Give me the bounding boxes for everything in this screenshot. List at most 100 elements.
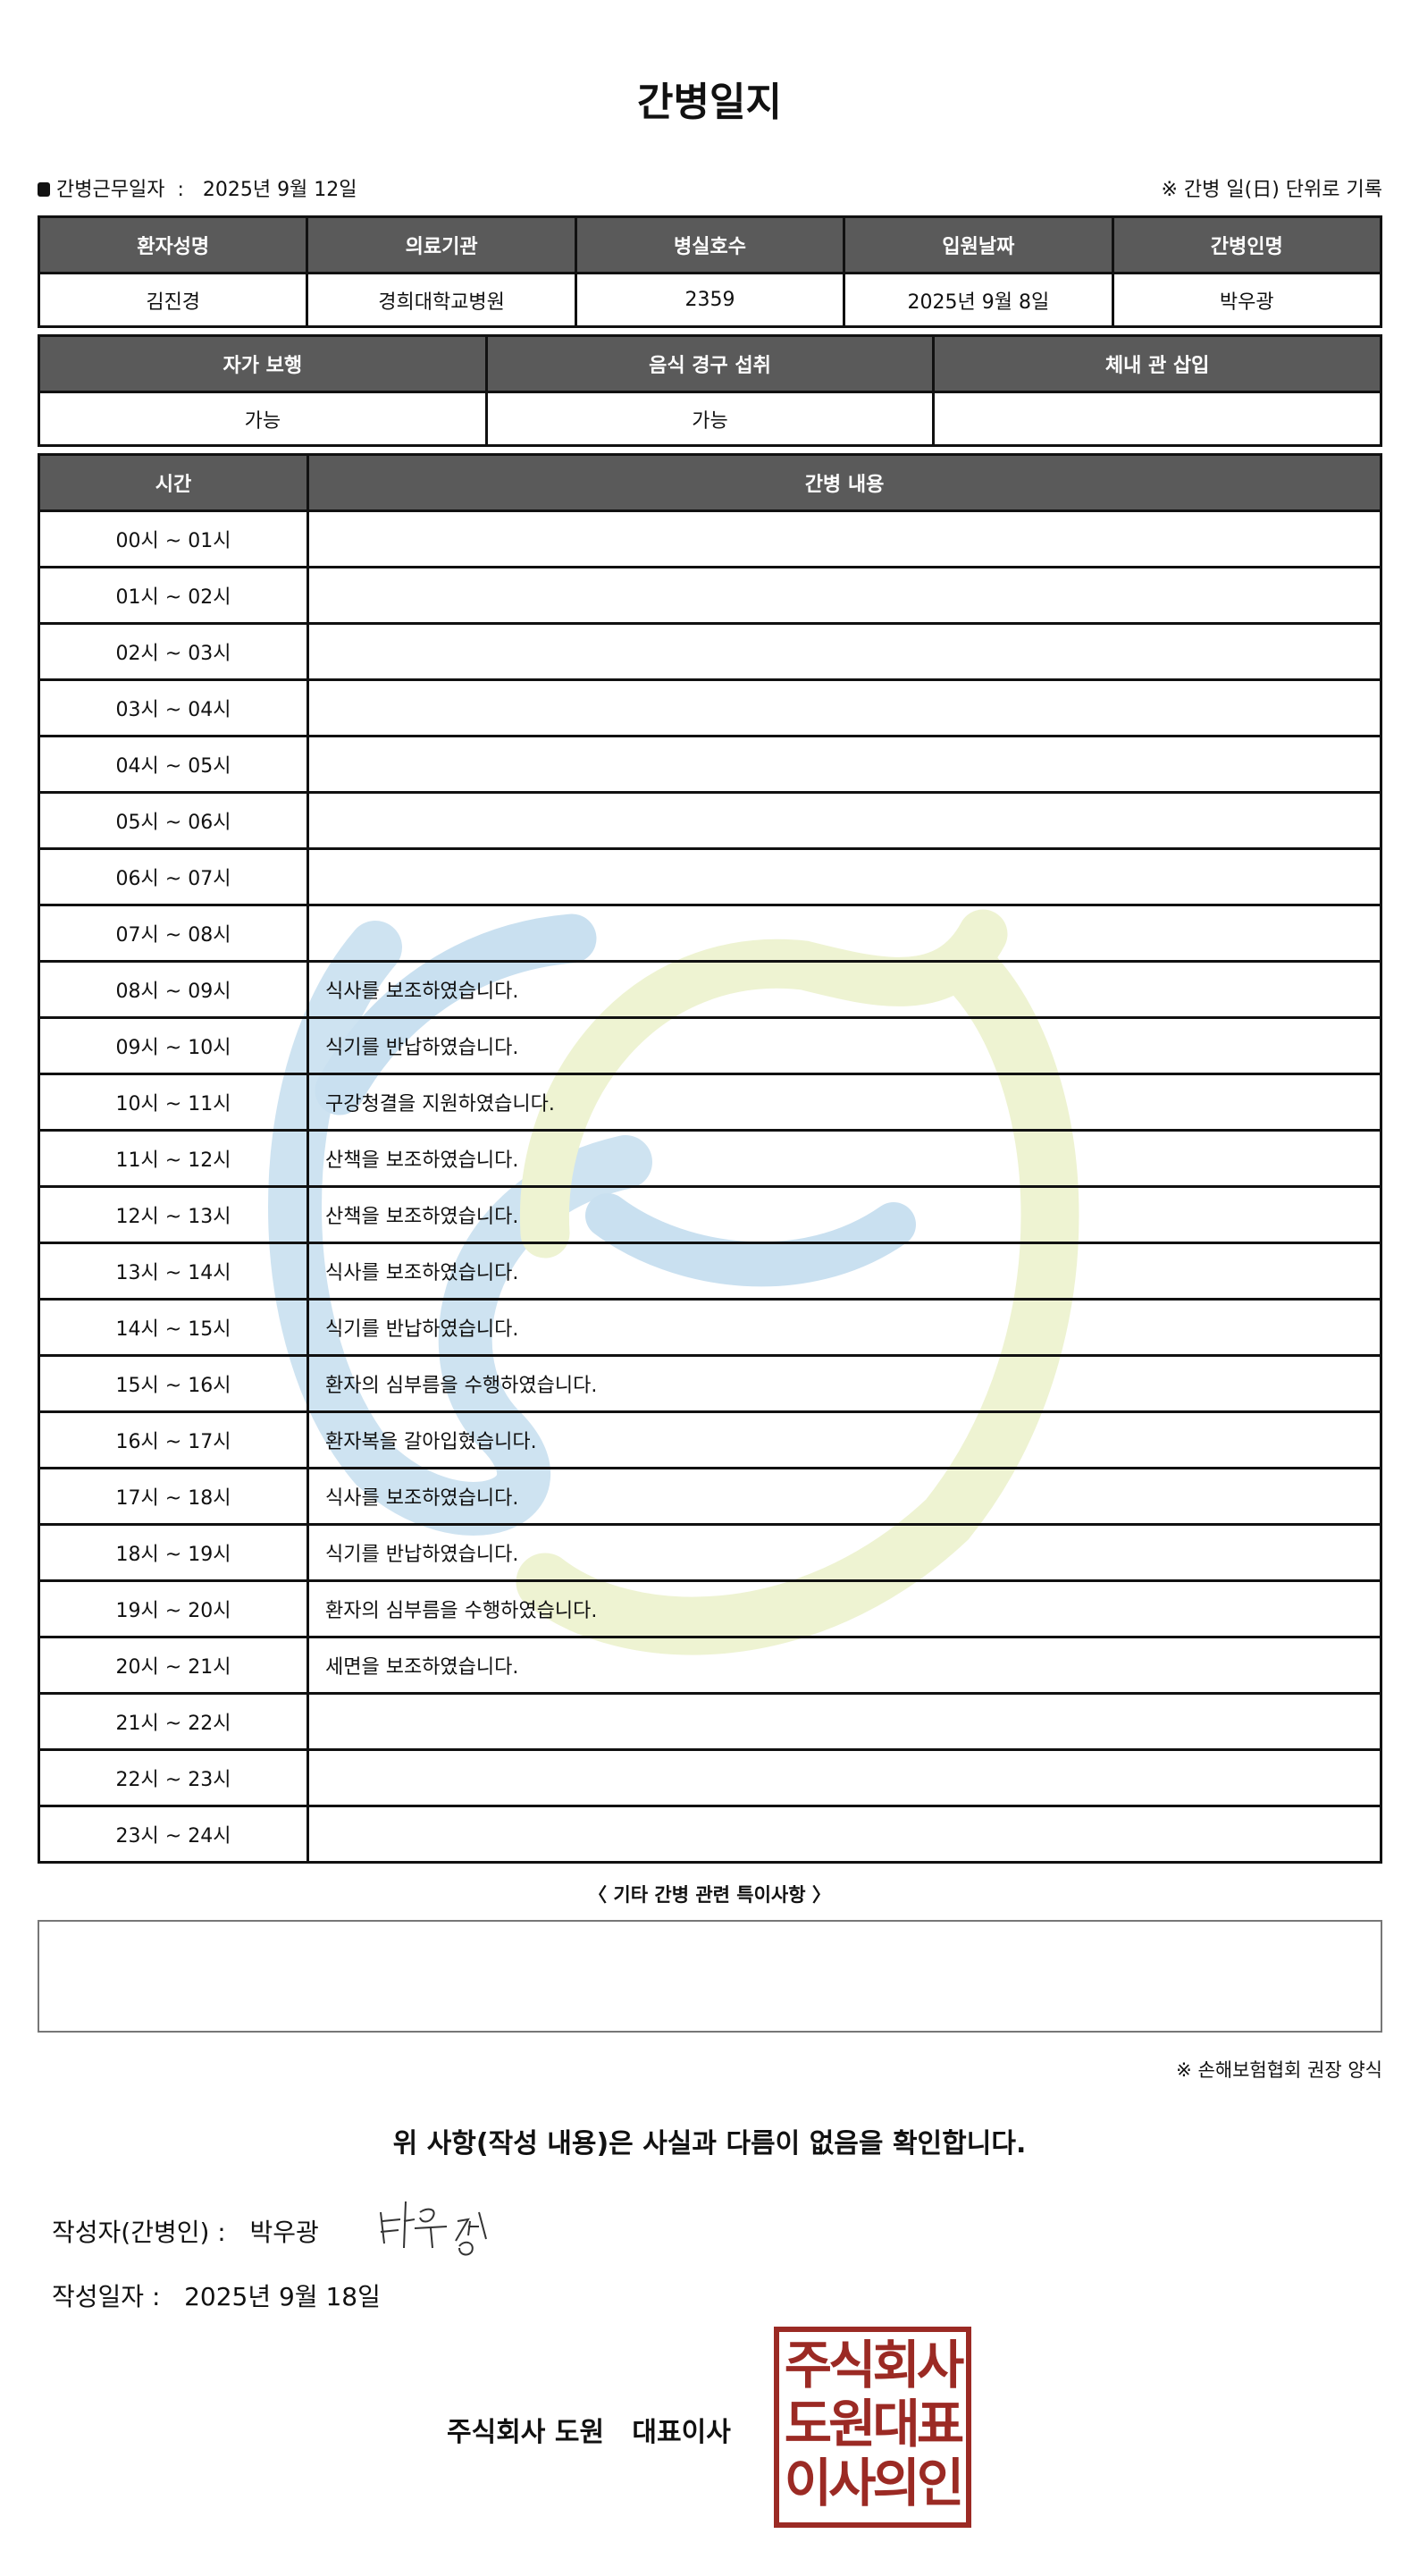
room-number: 2359 xyxy=(574,272,846,328)
page-title: 간병일지 xyxy=(637,80,782,125)
header-admission: 입원날짜 xyxy=(843,215,1114,274)
tube-value xyxy=(932,391,1382,447)
patient-info-table: 환자성명 의료기관 병실호수 입원날짜 간병인명 김진경 경희대학교병원 235… xyxy=(37,215,1383,328)
log-content xyxy=(306,509,1382,568)
notes-label: 〈 기타 간병 관련 특이사항 〉 xyxy=(588,1884,831,1906)
daily-note: ※ 간병 일(日) 단위로 기록 xyxy=(1161,179,1383,201)
log-content: 식기를 반납하였습니다. xyxy=(306,1016,1382,1075)
log-row: 17시 ~ 18시 식사를 보조하였습니다. xyxy=(38,1467,1382,1526)
log-time: 19시 ~ 20시 xyxy=(38,1579,309,1638)
log-time: 05시 ~ 06시 xyxy=(38,791,309,850)
company-name: 주식회사 도원 xyxy=(447,2417,605,2448)
log-content xyxy=(306,1805,1382,1864)
log-content xyxy=(306,622,1382,681)
log-content xyxy=(306,847,1382,906)
log-content: 식기를 반납하였습니다. xyxy=(306,1298,1382,1357)
written-date-line: 작성일자 : 2025년 9월 18일 xyxy=(52,2282,381,2311)
log-content xyxy=(306,791,1382,850)
log-content: 산책을 보조하였습니다. xyxy=(306,1185,1382,1244)
notes-box xyxy=(38,1920,1382,2033)
log-row: 22시 ~ 23시 xyxy=(38,1748,1382,1807)
log-time: 02시 ~ 03시 xyxy=(38,622,309,681)
log-row: 19시 ~ 20시 환자의 심부름을 수행하였습니다. xyxy=(38,1579,1382,1638)
header-hospital: 의료기관 xyxy=(306,215,577,274)
form-source: ※ 손해보험협회 권장 양식 xyxy=(1176,2059,1382,2081)
log-content: 환자복을 갈아입혔습니다. xyxy=(306,1410,1382,1469)
log-content xyxy=(306,904,1382,963)
log-row: 21시 ~ 22시 xyxy=(38,1692,1382,1751)
log-row: 01시 ~ 02시 xyxy=(38,566,1382,625)
confirmation-statement: 위 사항(작성 내용)은 사실과 다름이 없음을 확인합니다. xyxy=(392,2128,1027,2159)
log-time: 23시 ~ 24시 xyxy=(38,1805,309,1864)
log-row: 03시 ~ 04시 xyxy=(38,678,1382,737)
log-time: 09시 ~ 10시 xyxy=(38,1016,309,1075)
log-time: 10시 ~ 11시 xyxy=(38,1073,309,1132)
oral-intake-value: 가능 xyxy=(484,391,936,447)
log-time: 04시 ~ 05시 xyxy=(38,735,309,794)
log-row: 16시 ~ 17시 환자복을 갈아입혔습니다. xyxy=(38,1410,1382,1469)
log-row: 23시 ~ 24시 xyxy=(38,1805,1382,1864)
log-row: 12시 ~ 13시 산책을 보조하였습니다. xyxy=(38,1185,1382,1244)
header-oral-intake: 음식 경구 섭취 xyxy=(484,334,936,393)
header-content: 간병 내용 xyxy=(306,453,1382,512)
log-content: 식사를 보조하였습니다. xyxy=(306,1242,1382,1301)
header-room: 병실호수 xyxy=(574,215,846,274)
log-row: 20시 ~ 21시 세면을 보조하였습니다. xyxy=(38,1636,1382,1695)
admission-date: 2025년 9월 8일 xyxy=(843,272,1114,328)
author-line: 작성자(간병인) : 박우광 xyxy=(52,2218,319,2247)
log-content: 환자의 심부름을 수행하였습니다. xyxy=(306,1579,1382,1638)
log-row: 14시 ~ 15시 식기를 반납하였습니다. xyxy=(38,1298,1382,1357)
header-walking: 자가 보행 xyxy=(38,334,488,393)
log-content: 식사를 보조하였습니다. xyxy=(306,960,1382,1019)
log-time: 07시 ~ 08시 xyxy=(38,904,309,963)
log-content: 세면을 보조하였습니다. xyxy=(306,1636,1382,1695)
log-content xyxy=(306,678,1382,737)
log-time: 08시 ~ 09시 xyxy=(38,960,309,1019)
log-row: 02시 ~ 03시 xyxy=(38,622,1382,681)
patient-status-table: 자가 보행 음식 경구 섭취 체내 관 삽입 가능 가능 xyxy=(38,334,1382,447)
work-date: 간병근무일자 : 2025년 9월 12일 xyxy=(38,173,357,202)
patient-name: 김진경 xyxy=(37,272,309,328)
log-content xyxy=(306,1692,1382,1751)
log-time: 21시 ~ 22시 xyxy=(38,1692,309,1751)
log-row: 08시 ~ 09시 식사를 보조하였습니다. xyxy=(38,960,1382,1019)
header-patient: 환자성명 xyxy=(37,215,309,274)
bullet-icon xyxy=(38,182,50,197)
log-content: 식사를 보조하였습니다. xyxy=(306,1467,1382,1526)
log-time: 00시 ~ 01시 xyxy=(38,509,309,568)
hospital: 경희대학교병원 xyxy=(306,272,577,328)
log-row: 00시 ~ 01시 xyxy=(38,509,1382,568)
log-time: 11시 ~ 12시 xyxy=(38,1129,309,1188)
written-date: 2025년 9월 18일 xyxy=(184,2282,381,2311)
header-caregiver: 간병인명 xyxy=(1111,215,1383,274)
log-content: 산책을 보조하였습니다. xyxy=(306,1129,1382,1188)
log-row: 15시 ~ 16시 환자의 심부름을 수행하였습니다. xyxy=(38,1354,1382,1413)
log-time: 17시 ~ 18시 xyxy=(38,1467,309,1526)
log-row: 11시 ~ 12시 산책을 보조하였습니다. xyxy=(38,1129,1382,1188)
log-time: 14시 ~ 15시 xyxy=(38,1298,309,1357)
log-row: 04시 ~ 05시 xyxy=(38,735,1382,794)
log-time: 01시 ~ 02시 xyxy=(38,566,309,625)
log-content: 구강청결을 지원하였습니다. xyxy=(306,1073,1382,1132)
log-row: 06시 ~ 07시 xyxy=(38,847,1382,906)
signature xyxy=(380,2201,487,2256)
log-row: 05시 ~ 06시 xyxy=(38,791,1382,850)
company-seal: 주식회사 도원대표 이사의인 xyxy=(774,2327,971,2528)
log-content xyxy=(306,735,1382,794)
log-time: 22시 ~ 23시 xyxy=(38,1748,309,1807)
log-time: 06시 ~ 07시 xyxy=(38,847,309,906)
log-content: 환자의 심부름을 수행하였습니다. xyxy=(306,1354,1382,1413)
log-row: 13시 ~ 14시 식사를 보조하였습니다. xyxy=(38,1242,1382,1301)
walking-value: 가능 xyxy=(38,391,488,447)
log-time: 13시 ~ 14시 xyxy=(38,1242,309,1301)
log-time: 16시 ~ 17시 xyxy=(38,1410,309,1469)
caregiver-name: 박우광 xyxy=(1111,272,1383,328)
header-tube: 체내 관 삽입 xyxy=(932,334,1382,393)
log-content: 식기를 반납하였습니다. xyxy=(306,1523,1382,1582)
log-time: 12시 ~ 13시 xyxy=(38,1185,309,1244)
log-content xyxy=(306,1748,1382,1807)
log-time: 20시 ~ 21시 xyxy=(38,1636,309,1695)
log-time: 03시 ~ 04시 xyxy=(38,678,309,737)
log-row: 18시 ~ 19시 식기를 반납하였습니다. xyxy=(38,1523,1382,1582)
company-line: 주식회사 도원 대표이사 xyxy=(447,2417,731,2448)
